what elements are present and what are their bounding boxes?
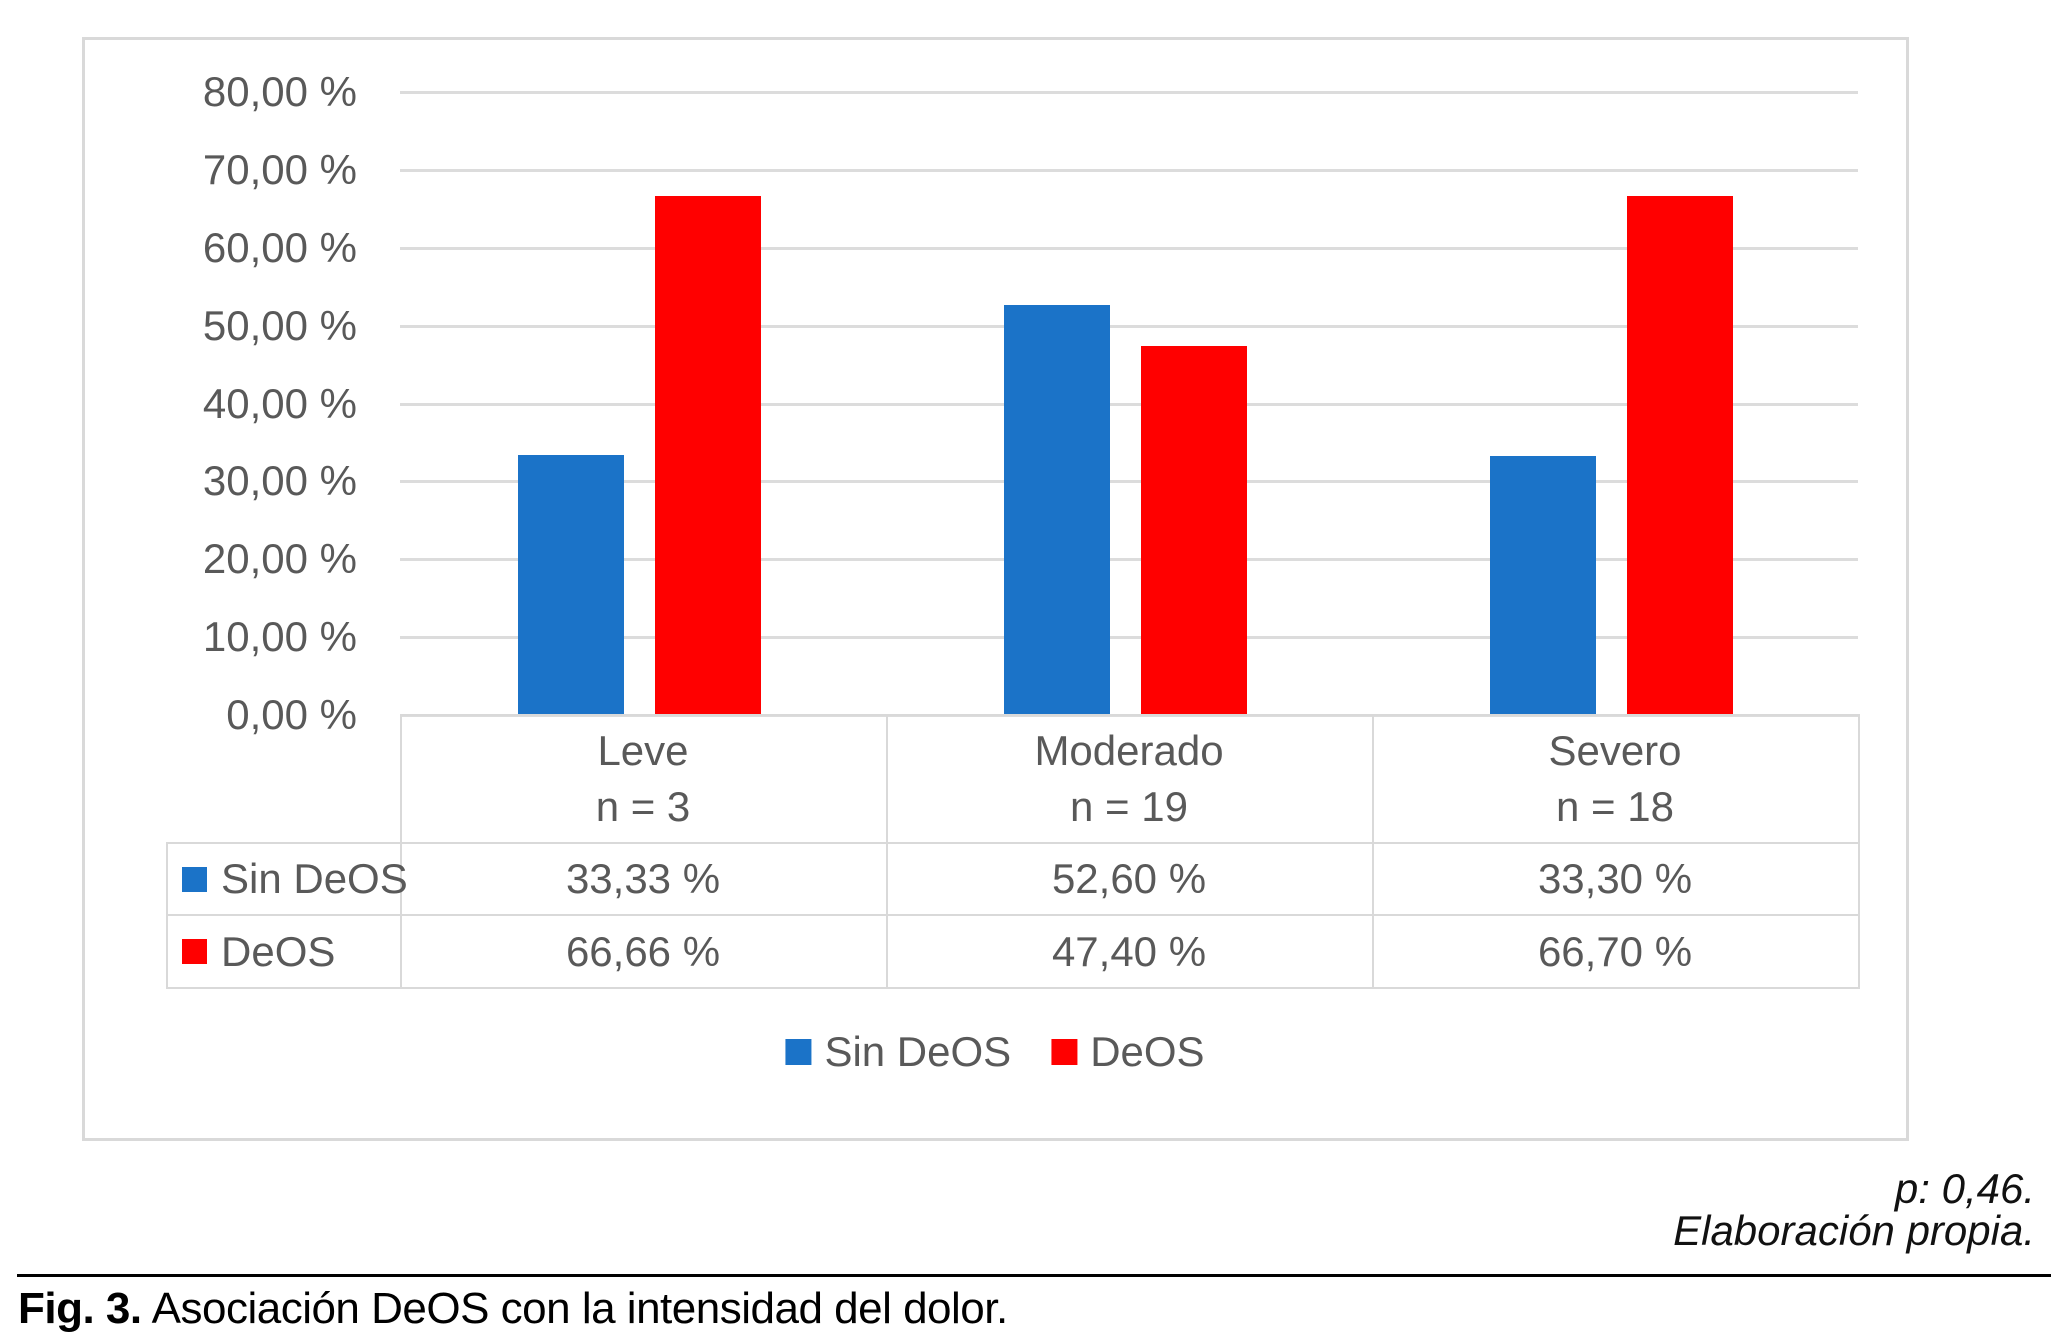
gridline bbox=[400, 247, 1858, 250]
table-row-label-deos: DeOS bbox=[166, 915, 400, 988]
y-tick-label: 10,00 % bbox=[202, 613, 357, 660]
gridline bbox=[400, 325, 1858, 328]
category-n-label: n = 19 bbox=[1070, 783, 1188, 830]
series-swatch-deos bbox=[182, 939, 207, 964]
caption-divider-rule bbox=[17, 1274, 2051, 1277]
table-cell-sin-deos-moderado: 52,60 % bbox=[1051, 855, 1207, 902]
category-label: Moderado bbox=[1034, 727, 1224, 774]
y-tick-label: 50,00 % bbox=[202, 302, 357, 349]
legend-item-sin-deos: Sin DeOS bbox=[785, 1028, 1011, 1076]
gridline bbox=[400, 403, 1858, 406]
y-tick-label: 30,00 % bbox=[202, 457, 357, 504]
table-header-moderado: Moderado n = 19 bbox=[886, 715, 1372, 843]
figure-caption-text: Asociación DeOS con la intensidad del do… bbox=[151, 1284, 1009, 1333]
table-cell-sin-deos-leve: 33,33 % bbox=[565, 855, 721, 902]
category-n-label: n = 18 bbox=[1556, 783, 1674, 830]
y-tick-label: 60,00 % bbox=[202, 224, 357, 271]
table-row-label-sin-deos: Sin DeOS bbox=[166, 843, 408, 915]
legend-swatch-sin-deos bbox=[785, 1039, 812, 1065]
source-annotation: Elaboración propia. bbox=[1673, 1207, 2035, 1254]
table-column-border bbox=[1372, 714, 1374, 989]
y-tick-label: 0,00 % bbox=[226, 691, 357, 738]
category-label: Severo bbox=[1548, 727, 1682, 774]
table-column-border bbox=[886, 714, 888, 989]
legend-label: DeOS bbox=[1090, 1028, 1205, 1075]
chart-legend: Sin DeOS DeOS bbox=[785, 1028, 1205, 1076]
legend-label: Sin DeOS bbox=[824, 1028, 1012, 1075]
series-swatch-sin-deos bbox=[182, 866, 207, 892]
bar-sin-deos-moderado bbox=[1004, 305, 1110, 715]
table-left-border bbox=[166, 842, 168, 989]
figure-caption: Fig. 3. Asociación DeOS con la intensidad… bbox=[18, 1284, 2048, 1334]
gridline bbox=[400, 169, 1858, 172]
table-cell-deos-moderado: 47,40 % bbox=[1051, 927, 1207, 975]
gridline bbox=[400, 91, 1858, 94]
table-header-severo: Severo n = 18 bbox=[1372, 715, 1858, 843]
table-cell-sin-deos-severo: 33,30 % bbox=[1537, 855, 1693, 902]
legend-item-deos: DeOS bbox=[1051, 1028, 1205, 1076]
table-row-border bbox=[166, 914, 1858, 916]
figure-caption-label: Fig. 3. bbox=[18, 1284, 142, 1333]
table-bottom-border bbox=[166, 987, 1858, 989]
gridline bbox=[400, 480, 1858, 483]
bar-sin-deos-leve bbox=[518, 455, 624, 715]
p-value-annotation: p: 0,46. bbox=[1894, 1165, 2035, 1212]
table-header-leve: Leve n = 3 bbox=[400, 715, 886, 843]
bar-deos-severo bbox=[1627, 196, 1733, 715]
gridline bbox=[400, 636, 1858, 639]
series-name-label: DeOS bbox=[221, 927, 336, 975]
bar-sin-deos-severo bbox=[1490, 456, 1596, 715]
table-column-border bbox=[1858, 714, 1860, 989]
table-column-border bbox=[400, 714, 402, 989]
table-cell-deos-leve: 66,66 % bbox=[565, 927, 721, 975]
table-row-border bbox=[166, 842, 1858, 844]
y-tick-label: 80,00 % bbox=[202, 68, 357, 115]
y-tick-label: 40,00 % bbox=[202, 380, 357, 427]
category-n-label: n = 3 bbox=[595, 783, 691, 830]
category-label: Leve bbox=[597, 727, 689, 774]
table-top-border bbox=[400, 714, 1858, 716]
y-tick-label: 70,00 % bbox=[202, 146, 357, 193]
bar-deos-leve bbox=[655, 196, 761, 715]
bar-deos-moderado bbox=[1141, 346, 1247, 715]
table-cell-deos-severo: 66,70 % bbox=[1537, 927, 1693, 975]
chart-area-box bbox=[82, 37, 1909, 1141]
legend-swatch-deos bbox=[1051, 1039, 1078, 1065]
y-tick-label: 20,00 % bbox=[202, 535, 357, 582]
gridline bbox=[400, 558, 1858, 561]
series-name-label: Sin DeOS bbox=[221, 855, 408, 902]
